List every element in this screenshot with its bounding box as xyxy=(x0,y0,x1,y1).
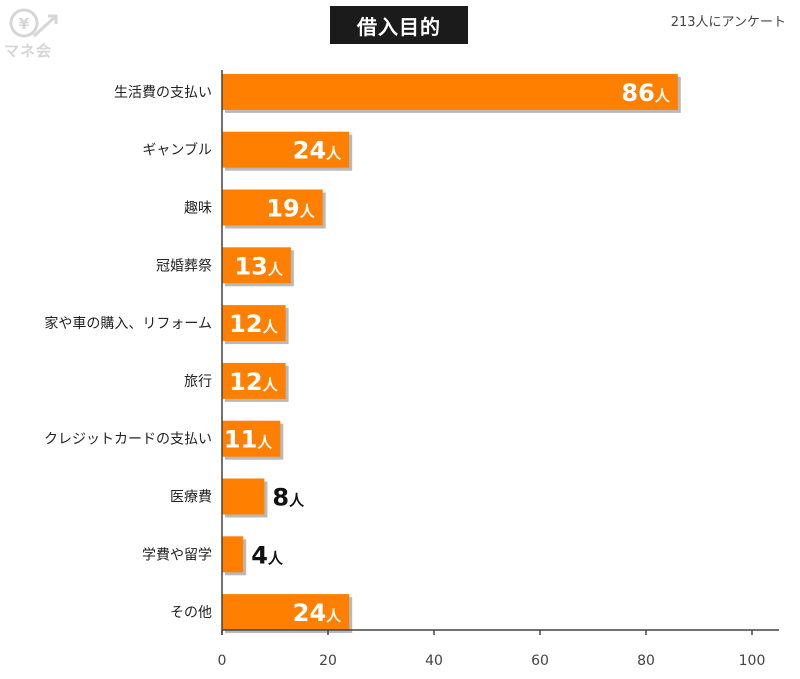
category-label: 医療費 xyxy=(170,489,212,506)
category-label: 学費や留学 xyxy=(142,547,212,563)
bar xyxy=(222,247,291,284)
data-label: 12人 xyxy=(229,310,278,338)
category-label: 家や車の購入、リフォーム xyxy=(44,315,212,332)
x-tick-label: 80 xyxy=(637,653,655,669)
x-tick-label: 100 xyxy=(739,653,766,669)
data-label: 19人 xyxy=(266,195,315,223)
category-label: 冠婚葬祭 xyxy=(156,258,212,274)
data-label: 86人 xyxy=(621,79,670,107)
data-label: 13人 xyxy=(234,252,283,280)
bar xyxy=(222,536,244,573)
bar xyxy=(222,189,323,226)
logo-yen-symbol: ¥ xyxy=(19,15,30,33)
category-label: 生活費の支払い xyxy=(114,85,212,101)
data-label: 12人 xyxy=(229,368,278,396)
category-label: 旅行 xyxy=(184,374,212,390)
category-label: クレジットカードの支払い xyxy=(44,432,212,448)
category-label: 趣味 xyxy=(184,201,212,217)
category-label: その他 xyxy=(170,605,212,621)
bar xyxy=(222,305,286,342)
chart-title: 借入目的 xyxy=(330,6,468,44)
bar xyxy=(222,478,265,515)
survey-note: 213人にアンケート xyxy=(670,15,786,30)
bar xyxy=(222,73,678,110)
data-label: 11人 xyxy=(224,426,273,454)
data-label: 8人 xyxy=(272,484,305,512)
logo-text: マネ会 xyxy=(4,42,53,60)
logo-icon: ¥ xyxy=(4,6,64,66)
data-label: 4人 xyxy=(251,541,284,569)
bar xyxy=(222,362,286,399)
data-label: 24人 xyxy=(293,599,342,627)
bar xyxy=(222,131,350,168)
category-label: ギャンブル xyxy=(142,142,212,159)
x-tick-label: 20 xyxy=(319,653,337,669)
x-tick-label: 60 xyxy=(531,653,549,669)
bar xyxy=(222,420,281,457)
x-tick-label: 0 xyxy=(218,653,227,669)
data-label: 24人 xyxy=(293,137,342,165)
bar xyxy=(222,594,350,631)
x-tick-label: 40 xyxy=(425,653,443,669)
